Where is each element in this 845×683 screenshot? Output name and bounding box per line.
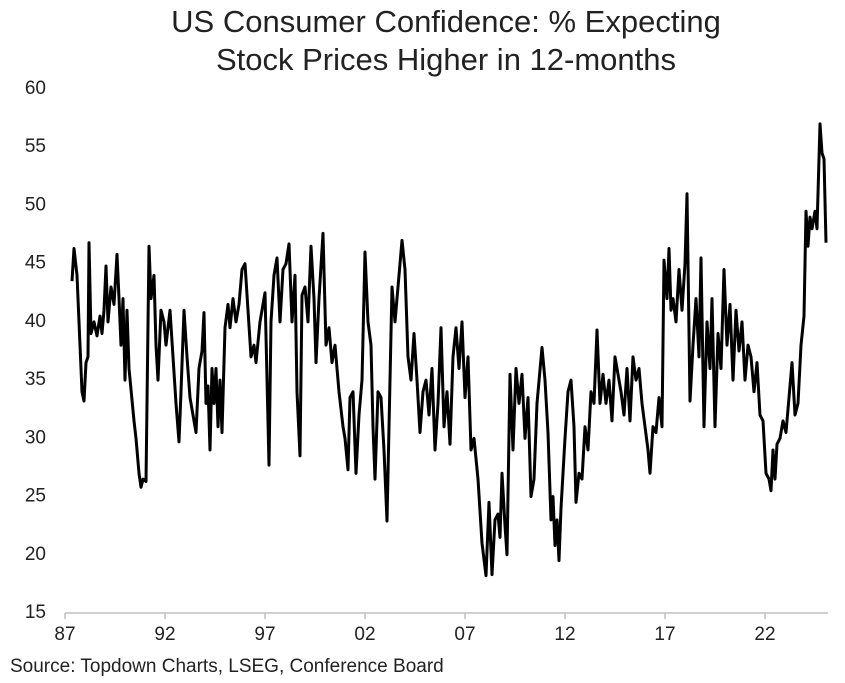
y-tick-label: 60 bbox=[25, 78, 46, 99]
y-tick-label: 25 bbox=[25, 486, 46, 507]
chart-title: US Consumer Confidence: % Expecting bbox=[171, 4, 721, 39]
x-tick-label: 97 bbox=[254, 624, 275, 645]
x-tick-label: 12 bbox=[554, 624, 575, 645]
chart-title: Stock Prices Higher in 12-months bbox=[216, 42, 676, 77]
x-tick-label: 92 bbox=[154, 624, 175, 645]
y-tick-label: 40 bbox=[25, 311, 46, 332]
x-tick-label: 02 bbox=[354, 624, 375, 645]
y-tick-label: 20 bbox=[25, 544, 46, 565]
data-line bbox=[70, 122, 828, 578]
y-tick-label: 35 bbox=[25, 369, 46, 390]
x-tick-label: 22 bbox=[754, 624, 775, 645]
x-tick-label: 87 bbox=[54, 624, 75, 645]
y-tick-label: 55 bbox=[25, 136, 46, 157]
x-tick-label: 07 bbox=[454, 624, 475, 645]
y-tick-label: 30 bbox=[25, 427, 46, 448]
y-tick-label: 15 bbox=[25, 602, 46, 623]
y-tick-label: 50 bbox=[25, 194, 46, 215]
y-tick-label: 45 bbox=[25, 253, 46, 274]
source-note: Source: Topdown Charts, LSEG, Conference… bbox=[10, 656, 444, 677]
x-tick-label: 17 bbox=[654, 624, 675, 645]
